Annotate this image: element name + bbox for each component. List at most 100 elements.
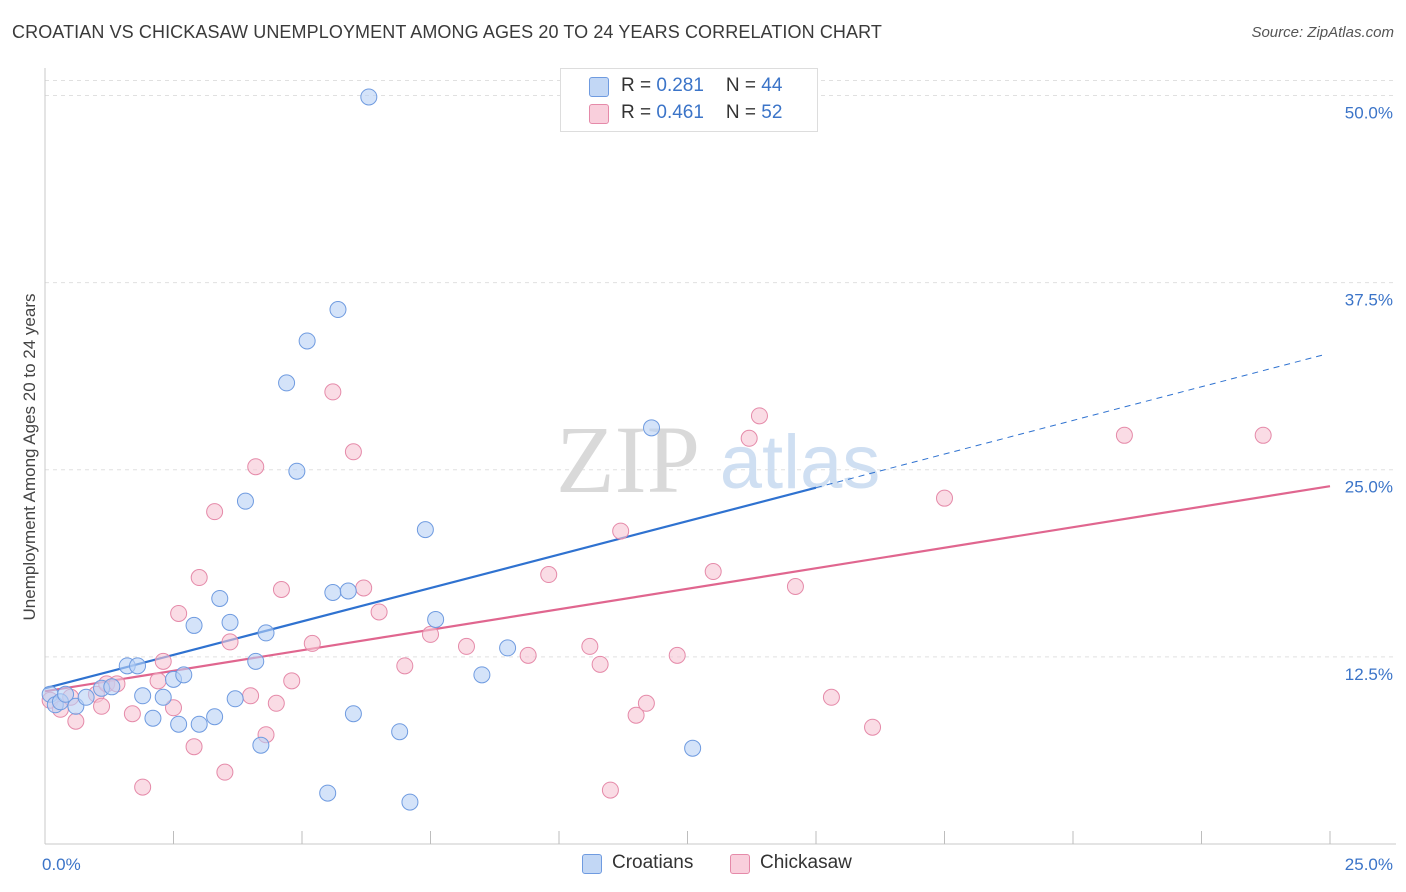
y-tick-label: 12.5% (1345, 665, 1393, 684)
croatians-point (257, 624, 275, 642)
x-tick-label: 0.0% (42, 855, 81, 874)
croatians-point (236, 492, 254, 510)
chickasaw-point (1115, 426, 1133, 444)
chickasaw-point (170, 604, 188, 622)
chickasaw-point (750, 407, 768, 425)
croatians-point (144, 709, 162, 727)
chickasaw-swatch (730, 854, 750, 874)
correlation-legend: R = 0.281 N = 44 R = 0.461 N = 52 (560, 68, 818, 132)
croatians-point (643, 419, 661, 437)
watermark: ZIP atlas (556, 406, 880, 513)
chickasaw-point (822, 688, 840, 706)
croatians-point (221, 613, 239, 631)
y-tick-label: 25.0% (1345, 478, 1393, 497)
y-tick-label: 50.0% (1345, 103, 1393, 122)
chickasaw-trend-line (44, 485, 1331, 693)
croatians-trend-line (44, 486, 817, 690)
chickasaw-point (704, 563, 722, 581)
chickasaw-point (864, 718, 882, 736)
croatians-point (252, 736, 270, 754)
croatians-point (344, 705, 362, 723)
r-label: R = (621, 75, 657, 96)
r-value: 0.461 (656, 102, 704, 123)
chickasaw-point (149, 672, 167, 690)
chickasaw-point (216, 763, 234, 781)
chickasaw-point (185, 738, 203, 756)
chickasaw-swatch (589, 104, 609, 124)
croatians-point (427, 610, 445, 628)
chart-title: CROATIAN VS CHICKASAW UNEMPLOYMENT AMONG… (12, 22, 882, 42)
croatians-point (226, 690, 244, 708)
axes (44, 68, 1396, 845)
series-legend: Croatians Chickasaw (0, 850, 1406, 878)
r-value: 0.281 (656, 75, 704, 96)
chickasaw-point (344, 443, 362, 461)
chickasaw-point (396, 657, 414, 675)
chickasaw-point (221, 633, 239, 651)
croatians-swatch (589, 77, 609, 97)
source-label: Source: ZipAtlas.com (1251, 24, 1394, 41)
tick-labels: 12.5% 25.0% 37.5% 50.0% 0.0% 25.0% (42, 103, 1393, 874)
chickasaw-point (267, 694, 285, 712)
y-axis-label: Unemployment Among Ages 20 to 24 years (20, 293, 39, 621)
chickasaw-point (272, 581, 290, 598)
r-label: R = (621, 102, 657, 123)
croatians-point (206, 708, 224, 726)
croatians-point (298, 332, 316, 350)
n-value: 52 (761, 102, 783, 123)
croatians-point (190, 715, 208, 733)
chickasaw-point (154, 652, 172, 670)
croatians-point (288, 462, 306, 480)
croatians-point (134, 687, 152, 705)
chickasaw-point (123, 705, 141, 723)
chickasaw-point (591, 655, 609, 673)
chickasaw-point (612, 522, 630, 540)
n-value: 44 (761, 75, 783, 96)
croatians-point (247, 652, 265, 670)
legend-label: Croatians (612, 852, 694, 873)
croatians-trend-extension (815, 353, 1325, 489)
chickasaw-point (134, 778, 152, 796)
chickasaw-point (627, 706, 645, 724)
y-tick-label: 37.5% (1345, 291, 1393, 310)
chickasaw-point (519, 646, 537, 664)
croatians-point (499, 639, 517, 657)
croatians-point (278, 374, 296, 392)
chickasaw-point (668, 646, 686, 664)
croatians-point (170, 715, 188, 733)
croatians-point (185, 616, 203, 634)
chickasaw-point (422, 625, 439, 643)
chickasaw-point (93, 697, 111, 715)
croatians-point (211, 589, 229, 607)
croatians-point (324, 583, 342, 601)
chickasaw-point (370, 603, 388, 621)
croatians-point (77, 688, 95, 706)
chickasaw-point (540, 566, 558, 584)
chickasaw-point (206, 503, 224, 521)
croatians-point (360, 88, 378, 106)
croatians-point (154, 688, 172, 706)
chickasaw-point (457, 637, 475, 655)
chickasaw-point (165, 699, 182, 717)
croatians-point (57, 685, 75, 703)
chickasaw-point (581, 637, 599, 655)
chickasaw-point (190, 569, 208, 587)
croatians-point (319, 784, 337, 802)
x-tick-label: 25.0% (1345, 855, 1393, 874)
chickasaw-point (324, 383, 342, 401)
croatians-point (401, 793, 419, 811)
croatians-point (416, 521, 434, 539)
chickasaw-point (303, 634, 321, 652)
chickasaw-point (355, 579, 373, 597)
croatians-point (175, 666, 193, 684)
chickasaw-point (247, 458, 265, 476)
chickasaw-point (67, 712, 85, 730)
n-label: N = (725, 102, 762, 123)
croatians-point (329, 301, 347, 319)
chickasaw-point (601, 781, 619, 799)
croatians-point (391, 723, 409, 741)
croatians-swatch (582, 854, 602, 874)
chickasaw-point (740, 429, 758, 447)
chickasaw-point (283, 672, 301, 690)
